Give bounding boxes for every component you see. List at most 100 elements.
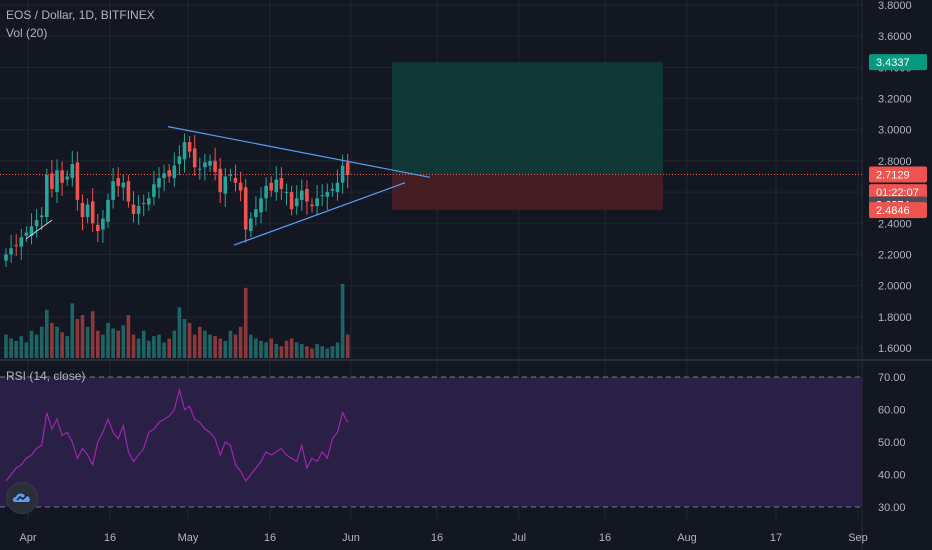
position-zones[interactable] [0, 62, 862, 211]
volume-bar [172, 330, 177, 358]
volume-bar [330, 346, 335, 358]
candle-body [177, 156, 182, 165]
volume-bar [182, 319, 187, 358]
volume-bar [80, 315, 85, 358]
volume-title[interactable]: Vol (20) [6, 26, 48, 40]
candle-body [315, 198, 319, 207]
volume-bar [50, 322, 54, 358]
candle-body [238, 182, 243, 191]
volume-bar [198, 326, 202, 358]
volume-bar [136, 338, 141, 358]
candle-body [147, 198, 151, 205]
time-tick-label: 16 [104, 532, 116, 544]
candle-body [111, 181, 115, 200]
volume-bar [9, 338, 13, 358]
volume-bar [187, 322, 192, 358]
candle-body [141, 203, 146, 205]
time-tick-label: Aug [677, 532, 697, 544]
volume-bar [320, 346, 324, 358]
candle-body [70, 164, 75, 179]
candle-body [60, 170, 64, 183]
candle-body [203, 162, 207, 168]
stop-zone[interactable] [392, 174, 663, 211]
target-zone[interactable] [392, 62, 663, 175]
candle-body [213, 160, 217, 172]
candle-body [116, 178, 120, 186]
time-tick-label: Sep [848, 532, 868, 544]
volume-bar [96, 330, 100, 358]
volume-bar [70, 303, 75, 358]
volume-bar [152, 336, 156, 358]
candle-body [162, 173, 166, 179]
time-tick-label: Jul [512, 532, 526, 544]
rsi-tick-label: 30.00 [878, 502, 906, 514]
volume-bar [340, 283, 345, 358]
volume-bar [274, 343, 279, 358]
time-tick-label: 16 [431, 532, 443, 544]
candle-body [208, 160, 212, 166]
volume-bar [19, 336, 24, 358]
symbol-title[interactable]: EOS / Dollar, 1D, BITFINEX [6, 8, 155, 22]
rsi-tick-label: 40.00 [878, 470, 906, 482]
candle-body [4, 254, 8, 261]
volume-bar [310, 348, 314, 358]
volume-bar [60, 332, 64, 358]
volume-bar [305, 346, 309, 358]
volume-bar [85, 326, 90, 358]
tradingview-logo-icon[interactable] [6, 482, 38, 514]
cloud-icon [12, 493, 30, 502]
lower-trendline[interactable] [233, 182, 406, 246]
volume-bars [4, 283, 350, 358]
volume-bar [65, 336, 69, 358]
candle-body [172, 165, 177, 179]
price-tick-label: 3.6000 [878, 31, 912, 43]
volume-bar [29, 330, 34, 358]
price-tick-label: 2.0000 [878, 281, 912, 293]
candle-body [218, 168, 222, 193]
price-tag-label: 3.4337 [876, 57, 910, 69]
volume-bar [4, 334, 8, 358]
candle-body [228, 174, 233, 176]
volume-bar [249, 334, 253, 358]
candle-body [65, 176, 69, 180]
candle-body [300, 190, 304, 200]
candle-body [101, 218, 105, 230]
volume-bar [14, 340, 18, 358]
candle-body [289, 192, 294, 210]
time-tick-label: 17 [770, 532, 782, 544]
volume-bar [289, 338, 294, 358]
rsi-tick-label: 70.00 [878, 372, 906, 384]
rsi-title[interactable]: RSI (14, close) [6, 369, 86, 383]
volume-bar [34, 334, 39, 358]
candle-body [126, 181, 131, 202]
volume-bar [228, 330, 233, 358]
candles [4, 133, 350, 267]
candle-body [80, 203, 85, 218]
price-tag-label: 2.7129 [876, 169, 910, 181]
time-axis[interactable]: Apr 16 May 16 Jun 16 Jul 16 Aug 17 Sep [19, 532, 867, 544]
early-trendline[interactable] [25, 219, 53, 240]
candle-body [192, 148, 197, 168]
candle-body [325, 192, 330, 197]
candle-body [254, 209, 258, 218]
price-tick-label: 2.8000 [878, 156, 912, 168]
volume-bar [45, 309, 49, 358]
candle-body [198, 168, 202, 170]
upper-trendline[interactable] [167, 126, 431, 178]
triangle-trendlines[interactable] [25, 126, 431, 246]
candle-body [305, 188, 309, 202]
candle-body [55, 170, 59, 193]
candle-body [96, 224, 100, 232]
candle-body [284, 192, 289, 194]
rsi-line-group [0, 376, 862, 508]
candle-body [121, 182, 126, 188]
volume-bar [259, 340, 263, 358]
volume-bar [147, 340, 151, 358]
candle-body [39, 215, 44, 218]
volume-bar [325, 348, 330, 358]
volume-bar [24, 342, 29, 358]
volume-bar [111, 328, 115, 358]
volume-bar [315, 343, 319, 358]
